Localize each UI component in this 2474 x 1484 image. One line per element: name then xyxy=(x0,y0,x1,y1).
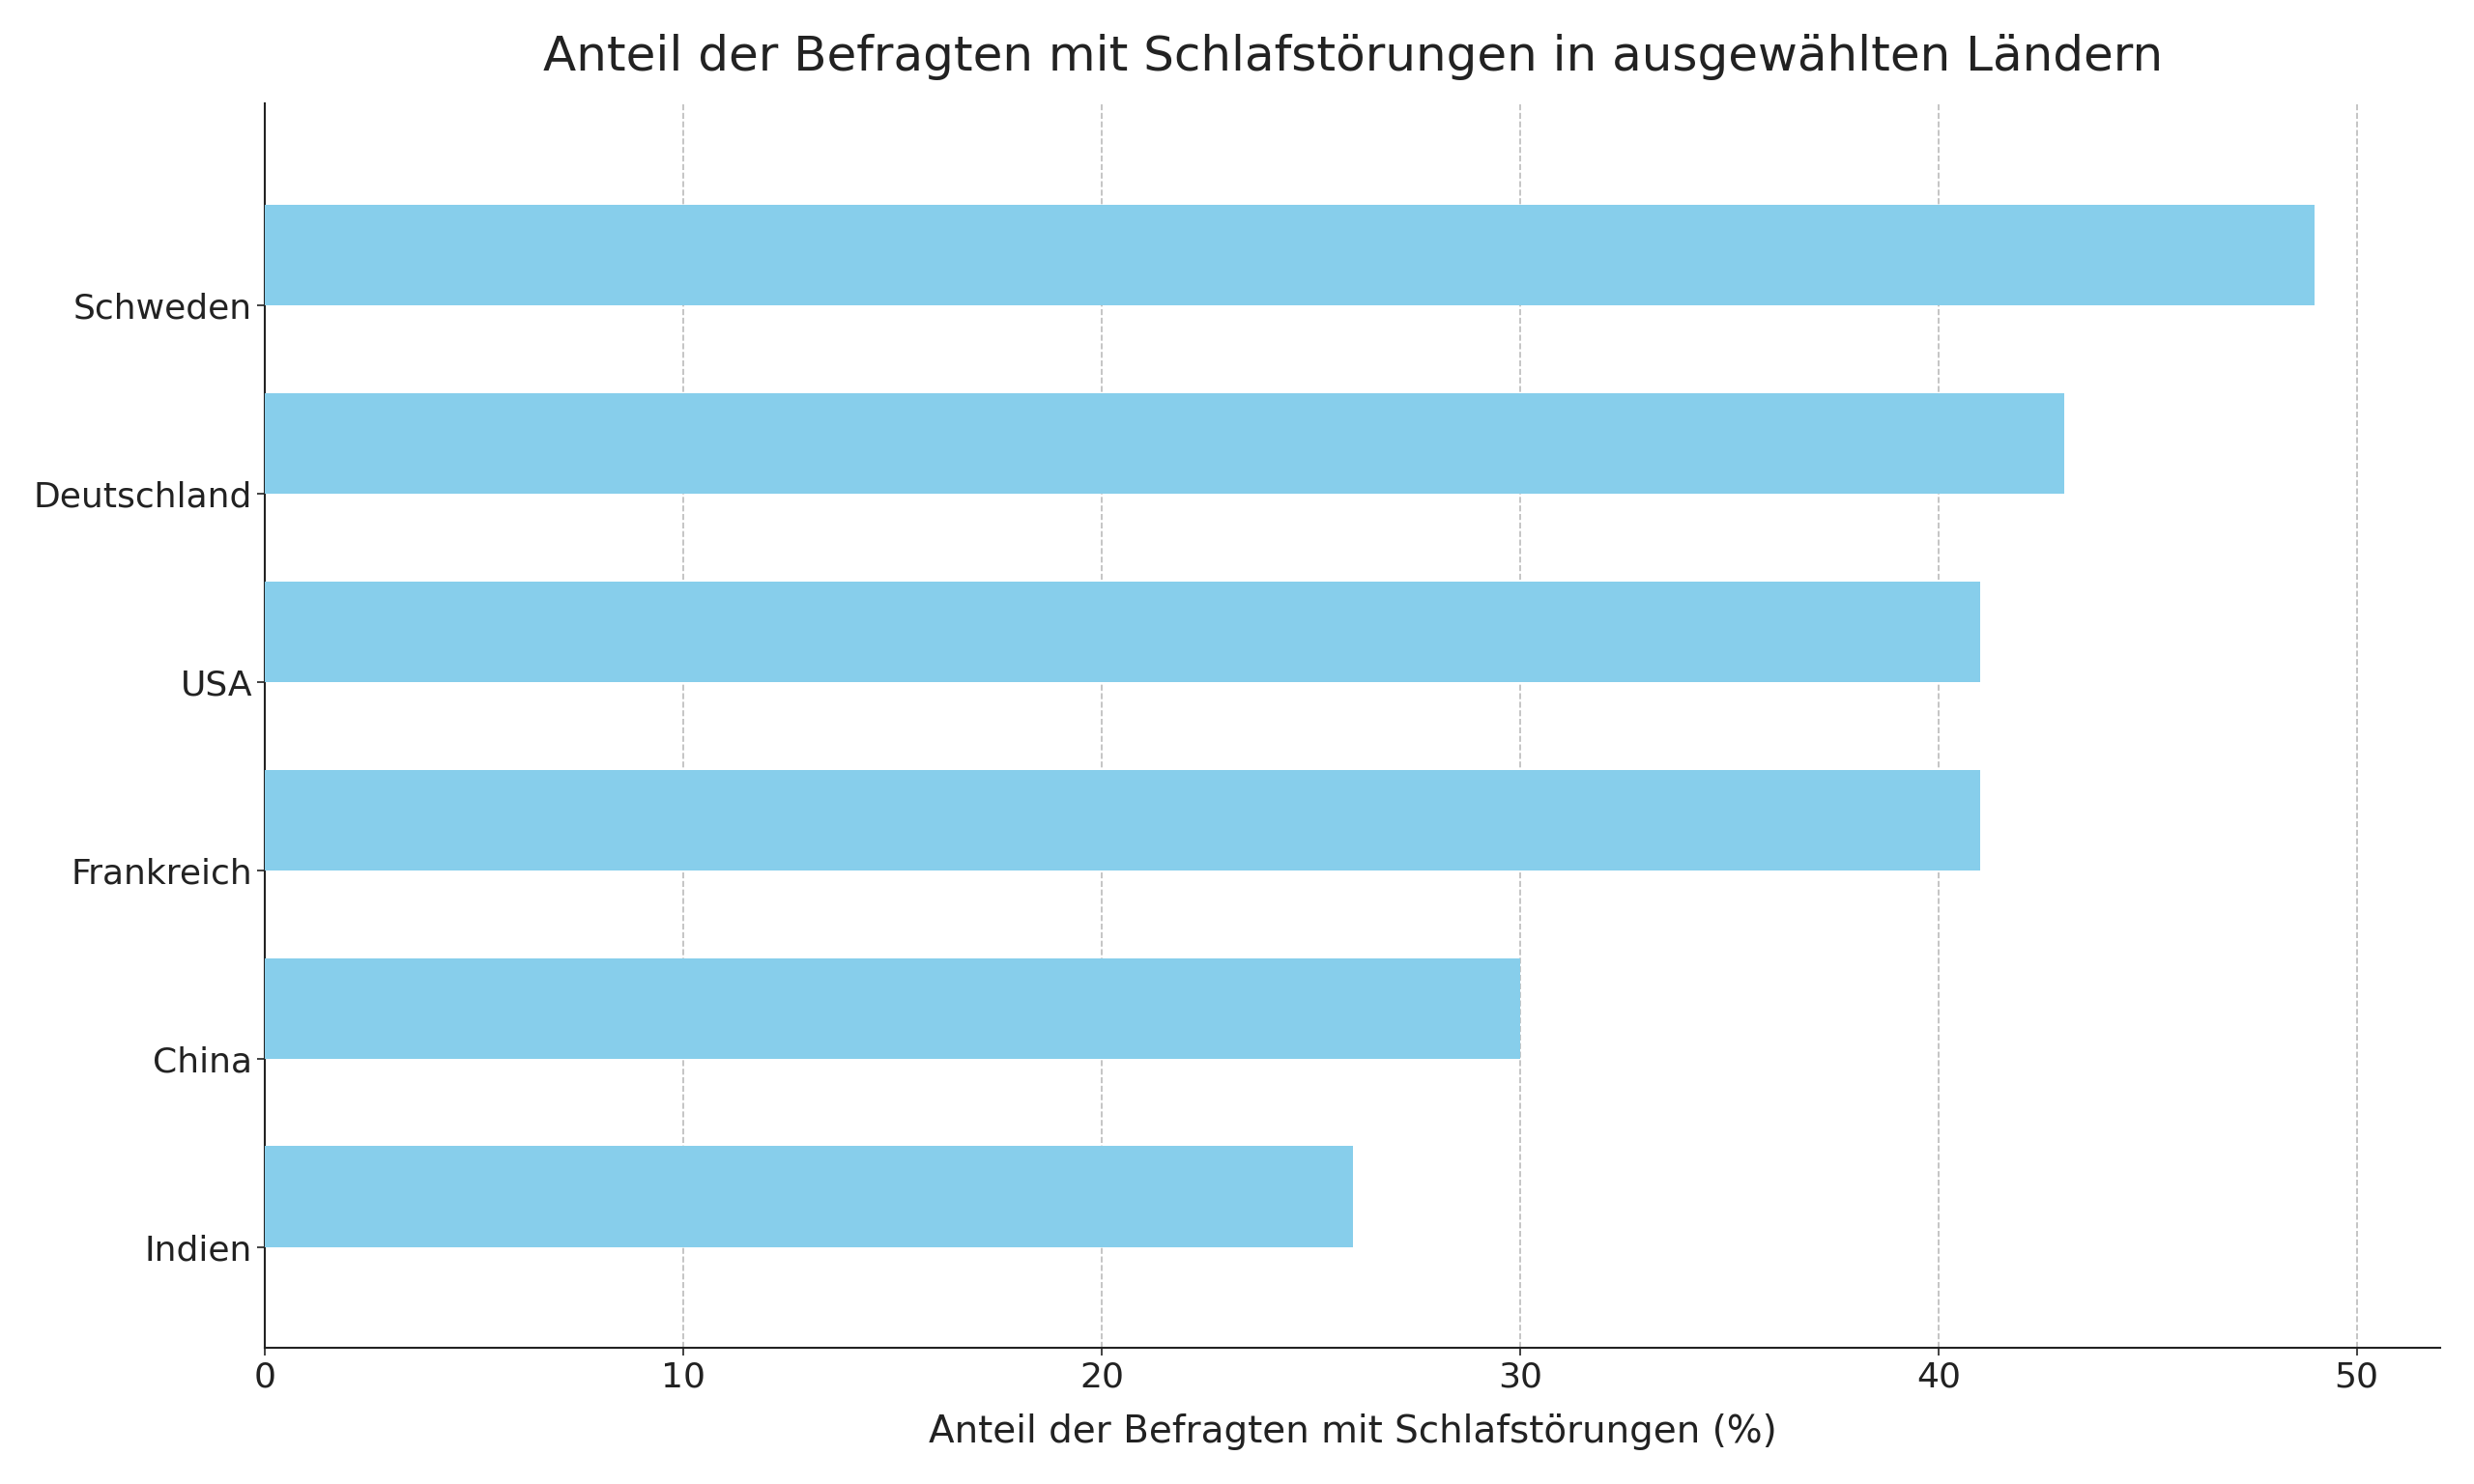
Title: Anteil der Befragten mit Schlafstörungen in ausgewählten Ländern: Anteil der Befragten mit Schlafstörungen… xyxy=(542,34,2162,80)
Bar xyxy=(265,770,1979,871)
Bar xyxy=(265,582,1979,683)
X-axis label: Anteil der Befragten mit Schlafstörungen (%): Anteil der Befragten mit Schlafstörungen… xyxy=(928,1414,1776,1450)
Bar xyxy=(265,205,2316,306)
Bar xyxy=(265,393,2063,494)
Bar xyxy=(265,1146,1353,1247)
Bar xyxy=(265,959,1519,1058)
